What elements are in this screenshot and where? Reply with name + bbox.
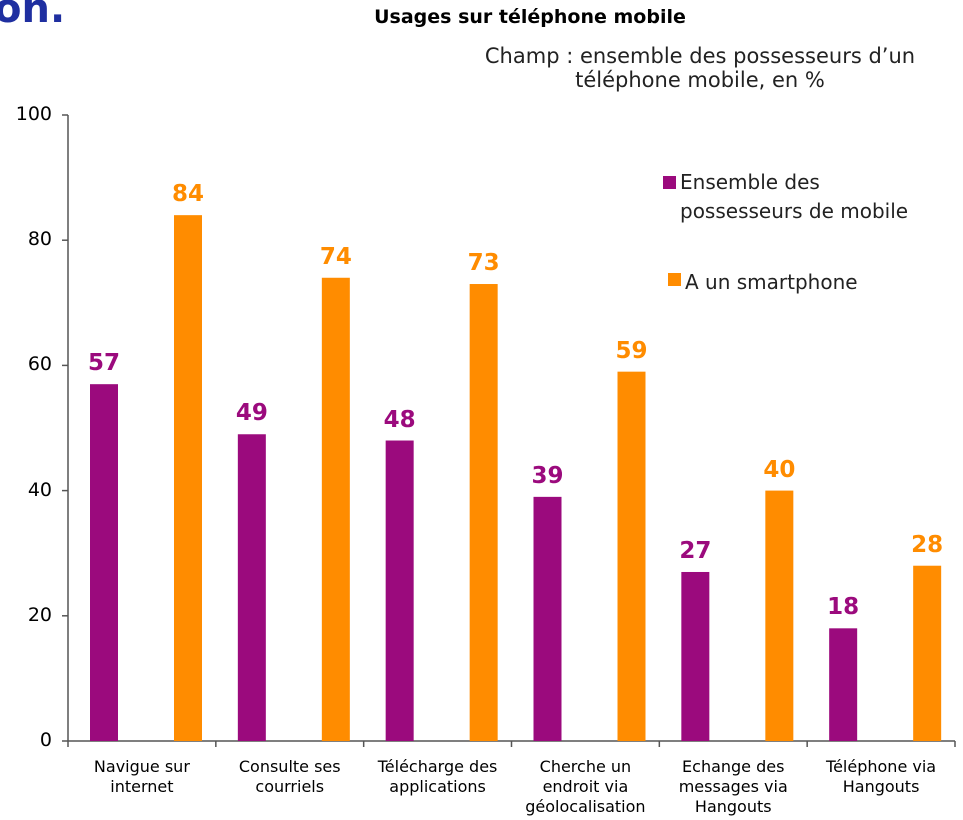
x-tick-label: Consulte ses courriels [238,757,341,796]
y-tick-label: 20 [27,603,52,626]
legend-swatch [663,176,676,189]
legend-label: Ensemble des possesseurs de mobile [680,170,909,223]
chart-subtitle: Champ : ensemble des possesseurs d’un té… [484,44,916,92]
data-label: 28 [911,531,944,558]
bar [765,490,794,741]
bar [533,496,562,741]
bar [90,384,118,741]
data-label: 73 [467,250,500,277]
data-label: 59 [615,337,648,364]
bar [321,277,350,741]
x-tick-label: Echange des messages via Hangouts [678,757,788,816]
chart-title: Usages sur téléphone mobile [374,6,686,28]
bar [829,628,858,741]
bar [681,571,710,741]
bar [617,371,646,741]
page-heading: on. [0,0,66,32]
bar [913,565,942,741]
x-tick-label: Navigue sur internet [93,757,190,796]
data-label: 84 [171,181,204,208]
legend-label: A un smartphone [685,270,858,294]
y-tick-label: 40 [27,478,52,501]
data-label: 48 [383,406,416,433]
data-label: 74 [319,243,352,270]
data-label: 18 [827,594,860,621]
bar [237,434,266,741]
x-tick-label: Cherche un endroit via géolocalisation [525,757,646,816]
data-label: 57 [87,350,120,377]
legend-swatch [668,273,681,286]
bar [469,284,498,741]
y-tick-label: 0 [39,729,52,751]
x-tick-label: Télécharge des applications [377,757,498,796]
y-tick-label: 100 [15,103,52,125]
data-label: 49 [235,400,268,427]
data-label: 27 [679,537,712,564]
bar [174,215,202,741]
bar [385,440,414,741]
x-tick-label: Téléphone via Hangouts [826,757,937,796]
y-tick-label: 60 [27,353,52,376]
data-label: 39 [531,462,564,489]
data-label: 40 [763,456,796,483]
y-tick-label: 80 [27,228,52,251]
